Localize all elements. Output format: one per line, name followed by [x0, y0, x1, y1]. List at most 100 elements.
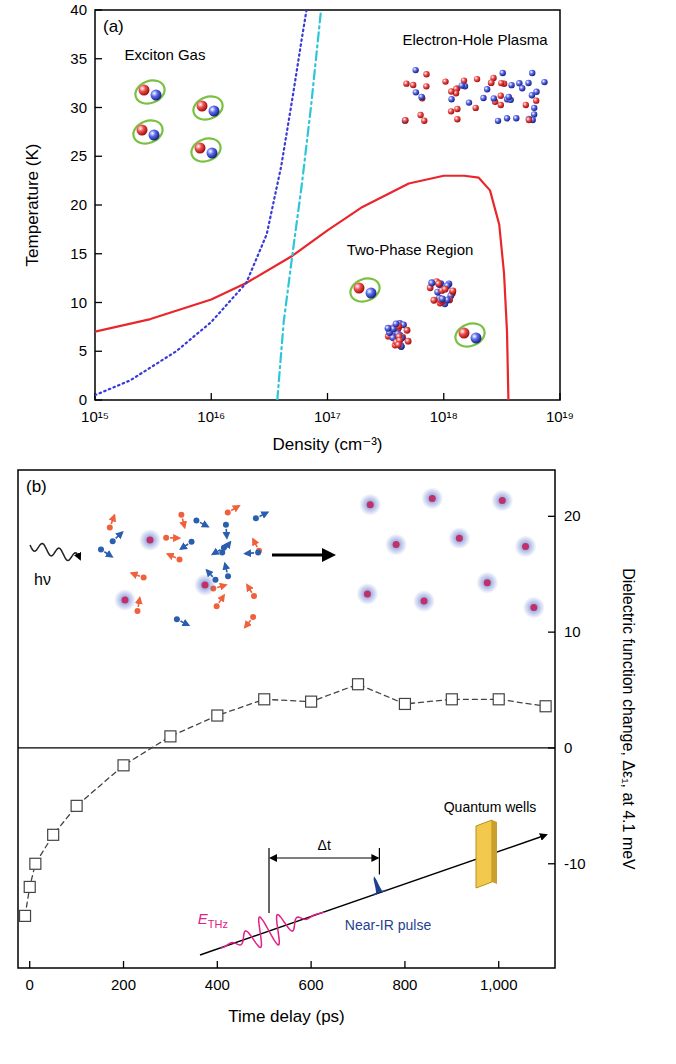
panel-letter: (b) [26, 477, 47, 496]
x-tick-label: 0 [26, 976, 34, 993]
carrier-arrow [213, 550, 221, 555]
particle [504, 115, 510, 121]
illustrations [130, 67, 548, 351]
data-point [493, 694, 504, 705]
y-tick [95, 399, 102, 400]
particle [405, 338, 412, 345]
particle [448, 88, 454, 94]
annotation: Electron-Hole Plasma [402, 31, 548, 48]
series-group [20, 679, 552, 922]
particle [474, 76, 480, 82]
particle [531, 111, 537, 117]
particle [450, 287, 457, 294]
data-point [212, 710, 223, 721]
carrier [225, 509, 231, 515]
carrier [251, 593, 257, 599]
exciton-halo [114, 589, 136, 611]
carrier-arrow [116, 532, 123, 538]
carrier-arrow [111, 515, 114, 523]
particle [448, 108, 454, 114]
particle [529, 70, 535, 76]
carrier [253, 515, 259, 521]
series-line [95, 176, 508, 400]
x-tick [498, 961, 499, 968]
y-tick-label: 40 [70, 1, 87, 18]
particle [151, 90, 162, 101]
panel: 10¹⁵10¹⁶10¹⁷10¹⁸10¹⁹0510152025303540Dens… [23, 1, 574, 454]
quantum-well-edge [492, 820, 497, 884]
y-tick-label: 20 [564, 507, 581, 524]
exciton-orbit [130, 117, 166, 148]
carrier-arrow [168, 554, 176, 558]
y-tick [95, 107, 102, 108]
exciton-core [429, 495, 436, 502]
particle [412, 67, 418, 73]
particle [423, 83, 429, 89]
carrier-arrow [231, 506, 239, 511]
particle [454, 106, 460, 112]
particle [531, 105, 537, 111]
exciton-core [147, 537, 154, 544]
particle [508, 82, 514, 88]
x-tick [559, 393, 560, 400]
x-tick-label: 800 [392, 976, 417, 993]
exciton-core [499, 497, 506, 504]
y-tick-label: 0 [79, 391, 87, 408]
carrier [219, 549, 225, 555]
data-point [24, 881, 35, 892]
exciton-core [122, 597, 129, 604]
y-tick [95, 58, 102, 59]
y2-axis-title: Dielectric function change, Δε₁, at 4.1 … [620, 568, 637, 870]
particle [454, 116, 460, 122]
carrier-arrow [217, 585, 226, 588]
particle [449, 288, 456, 295]
carrier [223, 522, 229, 528]
annotation: Exciton Gas [125, 46, 206, 63]
quantum-well-sample [476, 820, 492, 888]
carrier-arrow [225, 542, 231, 549]
x-tick [123, 961, 124, 968]
particle [195, 143, 206, 154]
particle [471, 333, 482, 344]
particle [466, 99, 472, 105]
carrier [141, 575, 147, 581]
particle [423, 71, 429, 77]
particle [491, 95, 497, 101]
exciton-core [484, 579, 491, 586]
particle [525, 80, 531, 86]
annotation: Near-IR pulse [345, 917, 432, 933]
photon [30, 544, 80, 561]
data-point [71, 800, 82, 811]
carrier [225, 573, 231, 579]
x-tick-label: 1,000 [480, 976, 518, 993]
particle [488, 80, 494, 86]
x-tick [404, 961, 405, 968]
exciton-core [202, 582, 209, 589]
y-tick-label: -10 [564, 855, 586, 872]
particle [428, 280, 435, 287]
particle [442, 78, 448, 84]
x-tick-label: 200 [111, 976, 136, 993]
y-tick [95, 253, 102, 254]
particle [448, 96, 454, 102]
annotation: Quantum wells [444, 799, 537, 815]
particle [404, 327, 411, 334]
carrier-arrow [225, 529, 227, 538]
delay-tick [268, 848, 269, 913]
carrier-arrow [247, 585, 252, 593]
background [0, 0, 676, 1064]
exciton-halo [385, 534, 407, 556]
exciton-core [393, 541, 400, 548]
x-tick [327, 393, 328, 400]
particle [421, 118, 427, 124]
exciton-orbit [347, 275, 383, 306]
carrier [178, 512, 184, 518]
particle [526, 117, 532, 123]
particle [418, 94, 424, 100]
x-tick [217, 961, 218, 968]
y-tick [95, 351, 102, 352]
particle [417, 112, 423, 118]
y-tick-label: 30 [70, 99, 87, 116]
carrier-arrow [104, 552, 112, 557]
x-tick [443, 393, 444, 400]
